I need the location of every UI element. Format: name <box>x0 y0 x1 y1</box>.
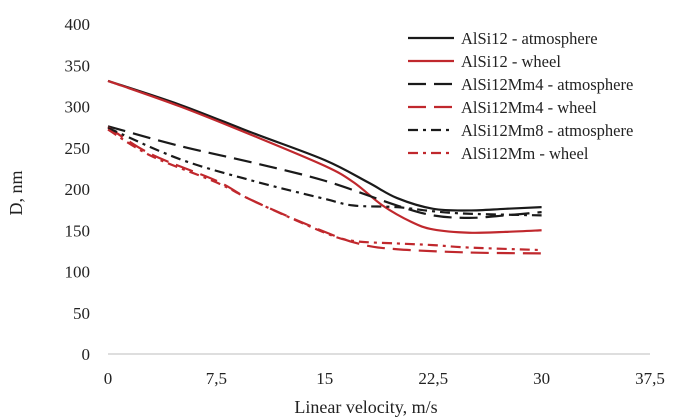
y-tick-label: 250 <box>65 139 91 158</box>
x-tick-label: 30 <box>533 369 550 388</box>
x-tick-label: 37,5 <box>635 369 665 388</box>
legend-label: AlSi12Mm - wheel <box>461 144 589 163</box>
y-tick-label: 200 <box>65 180 91 199</box>
series-line <box>107 128 542 252</box>
y-tick-label: 100 <box>65 263 91 282</box>
y-tick-label: 350 <box>65 56 91 75</box>
x-axis-ticks: 0 7,5 15 22,5 30 37,5 <box>104 369 665 388</box>
y-tick-label: 150 <box>65 221 91 240</box>
y-tick-label: 300 <box>65 98 91 117</box>
legend-item: AlSi12 - wheel <box>408 52 561 71</box>
x-tick-label: 22,5 <box>418 369 448 388</box>
series-lines <box>107 79 542 255</box>
legend-label: AlSi12 - atmosphere <box>461 29 598 48</box>
legend: AlSi12 - atmosphere AlSi12 - wheel AlSi12M… <box>408 29 633 163</box>
x-tick-label: 0 <box>104 369 113 388</box>
y-tick-label: 0 <box>82 345 91 364</box>
legend-item: AlSi12Mm4 - atmosphere <box>408 75 633 94</box>
x-tick-label: 7,5 <box>206 369 227 388</box>
legend-label: AlSi12 - wheel <box>461 52 561 71</box>
series-line <box>107 79 542 234</box>
y-tick-label: 400 <box>65 15 91 34</box>
y-axis-ticks: 0 50 100 150 200 250 300 350 400 <box>65 15 91 364</box>
legend-label: AlSi12Mm8 - atmosphere <box>461 121 633 140</box>
x-axis-title: Linear velocity, m/s <box>294 397 437 417</box>
legend-label: AlSi12Mm4 - wheel <box>461 98 597 117</box>
legend-label: AlSi12Mm4 - atmosphere <box>461 75 633 94</box>
legend-item: AlSi12Mm4 - wheel <box>408 98 597 117</box>
legend-item: AlSi12 - atmosphere <box>408 29 598 48</box>
y-tick-label: 50 <box>73 304 90 323</box>
x-tick-label: 15 <box>316 369 333 388</box>
series-line <box>107 126 542 217</box>
legend-item: AlSi12Mm - wheel <box>408 144 589 163</box>
series-line <box>107 126 542 255</box>
y-axis-title: D, nm <box>6 171 26 216</box>
series-line <box>107 79 542 212</box>
legend-item: AlSi12Mm8 - atmosphere <box>408 121 633 140</box>
series-line <box>107 125 542 219</box>
